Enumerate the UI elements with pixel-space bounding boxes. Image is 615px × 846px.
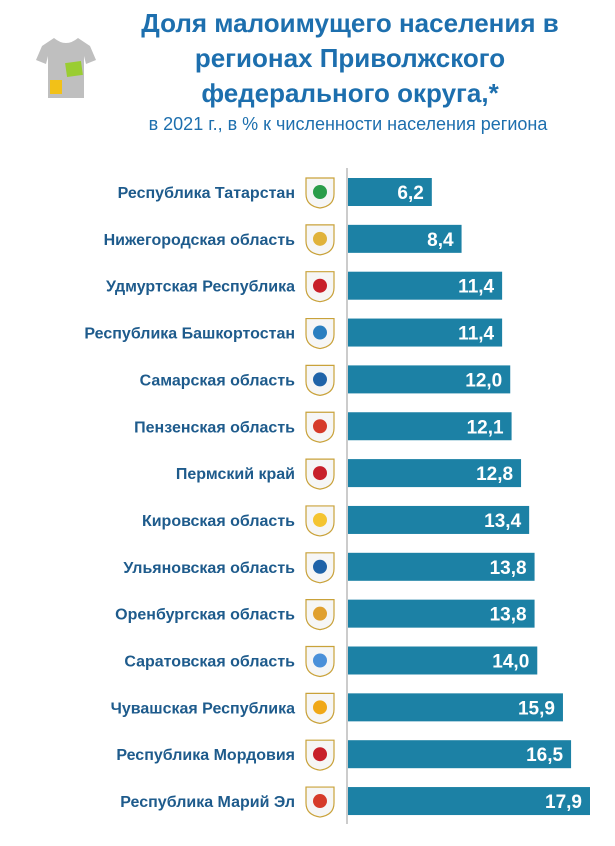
category-label: Нижегородская область	[104, 232, 296, 249]
coat-of-arms-icon	[305, 364, 335, 397]
coat-of-arms-icon	[305, 786, 335, 818]
coat-of-arms-icon	[305, 271, 335, 303]
coat-of-arms-icon	[305, 505, 335, 537]
bar	[348, 459, 522, 488]
category-label: Самарская область	[140, 372, 296, 389]
bar-value-label: 13,8	[490, 605, 527, 626]
bar	[348, 740, 572, 769]
category-label: Республика Марий Эл	[120, 794, 295, 811]
bar-value-label: 6,2	[397, 183, 423, 204]
bar-value-label: 17,9	[545, 792, 582, 813]
category-label: Саратовская область	[124, 654, 295, 671]
bar-value-label: 11,4	[458, 324, 494, 345]
bar-value-label: 12,0	[465, 370, 502, 391]
bar	[348, 599, 535, 628]
bar	[348, 646, 538, 675]
category-label: Чувашская Республика	[111, 700, 296, 717]
shirt-icon	[36, 38, 96, 98]
bar	[348, 505, 530, 534]
chart-title: Доля малоимущего населения в регионах Пр…	[141, 8, 559, 108]
coat-of-arms-icon	[305, 177, 335, 209]
coat-of-arms-icon	[305, 739, 335, 771]
category-label: Удмуртская Республика	[106, 279, 295, 296]
category-label: Республика Мордовия	[116, 747, 295, 764]
bar	[348, 412, 512, 441]
bar-value-label: 14,0	[492, 652, 529, 673]
chart-subtitle: в 2021 г., в % к численности населения р…	[148, 114, 548, 134]
bar-value-label: 15,9	[518, 698, 555, 719]
bar	[348, 178, 432, 206]
coat-of-arms-icon	[305, 224, 335, 256]
bar	[348, 224, 462, 253]
category-label: Республика Татарстан	[118, 185, 295, 202]
bar	[348, 365, 511, 394]
bar	[348, 318, 503, 347]
category-label: Пермский край	[176, 466, 295, 483]
bar	[348, 271, 503, 300]
bar	[348, 552, 535, 581]
bar-value-label: 12,1	[467, 417, 504, 438]
bar-value-label: 8,4	[427, 230, 454, 251]
bar-value-label: 11,4	[458, 277, 494, 298]
coat-of-arms-icon	[305, 599, 335, 631]
coat-of-arms-icon	[305, 411, 335, 443]
category-label: Республика Башкортостан	[84, 326, 295, 343]
coat-of-arms-icon	[305, 552, 335, 584]
coat-of-arms-icon	[305, 317, 335, 350]
coat-of-arms-icon	[305, 692, 335, 724]
bar-value-label: 13,8	[490, 558, 527, 579]
category-label: Оренбургская область	[115, 607, 295, 624]
bar-value-label: 12,8	[476, 464, 513, 485]
bar-value-label: 16,5	[526, 745, 563, 766]
coat-of-arms-icon	[305, 458, 335, 490]
coat-of-arms-icon	[305, 645, 335, 678]
category-label: Ульяновская область	[123, 560, 295, 577]
category-label: Пензенская область	[134, 419, 295, 436]
bar-value-label: 13,4	[484, 511, 521, 532]
bar	[348, 693, 563, 722]
bar	[348, 787, 590, 816]
category-label: Кировская область	[142, 513, 295, 530]
